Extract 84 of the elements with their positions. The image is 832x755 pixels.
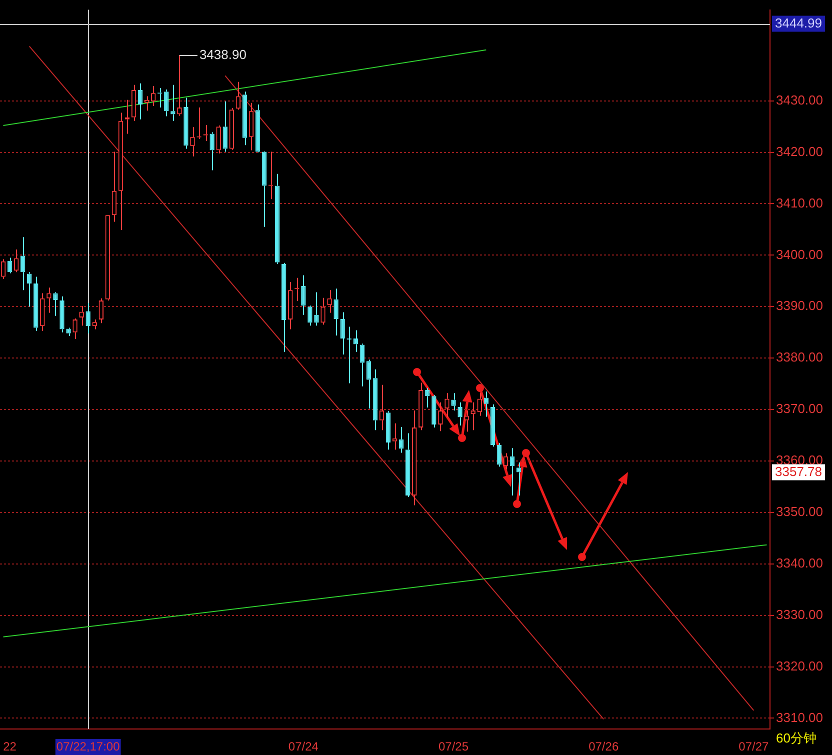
x-tick-label: 07/26	[588, 740, 619, 754]
candlestick	[308, 305, 312, 326]
text: 60分钟	[776, 730, 816, 746]
candlestick	[222, 100, 228, 152]
y-tick-label: 3400.00	[776, 246, 823, 262]
candlestick	[360, 343, 365, 387]
candlestick	[334, 288, 338, 336]
candlestick	[60, 296, 64, 333]
candlestick	[216, 125, 221, 154]
candlestick	[27, 272, 32, 308]
candlestick	[242, 91, 248, 146]
candlestick	[484, 391, 488, 418]
candlestick	[40, 292, 45, 332]
candlestick	[432, 394, 436, 428]
candlestick	[366, 359, 372, 409]
candlestick	[248, 102, 254, 151]
x-tick-label: 07/22,17:00	[56, 740, 120, 754]
candlestick	[255, 104, 260, 152]
annotation: 3438.90	[199, 47, 246, 62]
candlestick	[470, 402, 476, 431]
y-tick-label: 3430.00	[776, 92, 823, 108]
candlestick	[190, 126, 195, 157]
ref-line-label: 3444.99	[775, 15, 822, 30]
x-tick-label: 07/27	[738, 740, 770, 754]
x-tick-label: 07/25	[438, 740, 469, 754]
candlestick	[386, 410, 391, 450]
y-tick-label: 3410.00	[776, 195, 823, 210]
candlestick	[288, 281, 293, 330]
candlestick	[301, 274, 306, 316]
candlestick	[164, 89, 169, 117]
candlestick	[118, 112, 124, 230]
candlestick	[458, 402, 462, 426]
y-tick-label: 3350.00	[776, 504, 823, 519]
candlestick	[405, 432, 410, 498]
candlestick	[0, 258, 6, 280]
candlestick	[170, 84, 176, 122]
y-tick-label: 3390.00	[776, 298, 823, 314]
text: 3357.78	[775, 464, 822, 479]
candlestick	[314, 292, 319, 326]
candlestick	[282, 262, 286, 352]
candlestick	[229, 108, 234, 150]
candlestick	[131, 84, 136, 122]
candlestick	[379, 384, 384, 431]
candlestick	[274, 173, 280, 264]
candlestick	[66, 327, 71, 336]
candlestick	[496, 442, 502, 468]
candlestick	[477, 392, 482, 416]
candlestick	[98, 298, 104, 324]
candlestick	[53, 292, 58, 316]
candlestick	[425, 387, 430, 408]
candlestick	[398, 426, 404, 454]
candlestick	[490, 404, 496, 448]
candlestick	[451, 392, 456, 412]
y-tick-label: 3370.00	[776, 401, 823, 416]
y-tick-label: 3340.00	[776, 555, 823, 570]
candlestick	[320, 297, 326, 326]
x-tick-label: 22	[3, 740, 17, 754]
candlestick	[438, 402, 443, 432]
candlestick	[372, 368, 378, 431]
y-tick-label: 3380.00	[776, 350, 823, 365]
candlestick	[112, 151, 117, 222]
y-tick-label: 3320.00	[776, 658, 823, 674]
candlestick	[210, 132, 214, 171]
y-tick-label: 3420.00	[776, 144, 823, 159]
y-tick-label: 3310.00	[776, 710, 823, 725]
candlestick	[236, 81, 241, 110]
candlestick	[444, 392, 450, 418]
candlestick	[105, 215, 110, 301]
candlestick	[418, 382, 424, 431]
y-tick-label: 3330.00	[776, 606, 823, 622]
candlestick	[72, 318, 78, 340]
candlestick	[262, 152, 267, 228]
candlestick	[184, 97, 188, 150]
candlestick	[34, 276, 38, 332]
candlestick	[138, 82, 143, 120]
candlestick	[86, 302, 90, 334]
candlestick	[151, 85, 156, 106]
candlestick	[46, 287, 52, 314]
candlestick	[464, 410, 469, 432]
candlestick	[340, 312, 345, 355]
candlestick	[412, 410, 417, 506]
candlestick	[353, 330, 358, 352]
candlestick	[20, 236, 26, 291]
x-tick-label: 07/24	[288, 740, 319, 754]
